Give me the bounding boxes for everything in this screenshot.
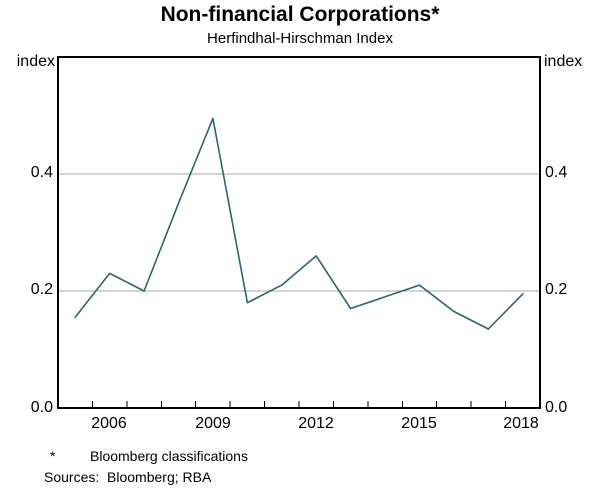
y-tick-label-left-0.0: 0.0 [30, 399, 53, 416]
x-tick-label-2012: 2012 [298, 415, 334, 432]
y-axis-unit-right: index [544, 53, 583, 70]
series-line [74, 117, 524, 330]
y-tick-label-left-0.4: 0.4 [30, 164, 53, 181]
y-tick-label-right-0.0: 0.0 [545, 399, 568, 416]
sources-line: Sources: Bloomberg; RBA [44, 469, 212, 485]
y-axis-unit-left: index [16, 53, 55, 70]
x-tick-label-2015: 2015 [401, 415, 437, 432]
plot-border [57, 56, 541, 409]
x-tick-label-2018: 2018 [503, 415, 539, 432]
footnote-marker: * [50, 448, 56, 464]
footnote-text: Bloomberg classifications [90, 448, 248, 464]
chart-subtitle: Herfindhal-Hirschman Index [207, 30, 393, 47]
y-tick-label-left-0.2: 0.2 [30, 281, 53, 298]
y-tick-label-right-0.4: 0.4 [545, 164, 568, 181]
chart-title: Non-financial Corporations* [160, 3, 440, 26]
x-tick-label-2009: 2009 [195, 415, 231, 432]
x-tick-label-2006: 2006 [91, 415, 127, 432]
y-tick-label-right-0.2: 0.2 [545, 281, 568, 298]
